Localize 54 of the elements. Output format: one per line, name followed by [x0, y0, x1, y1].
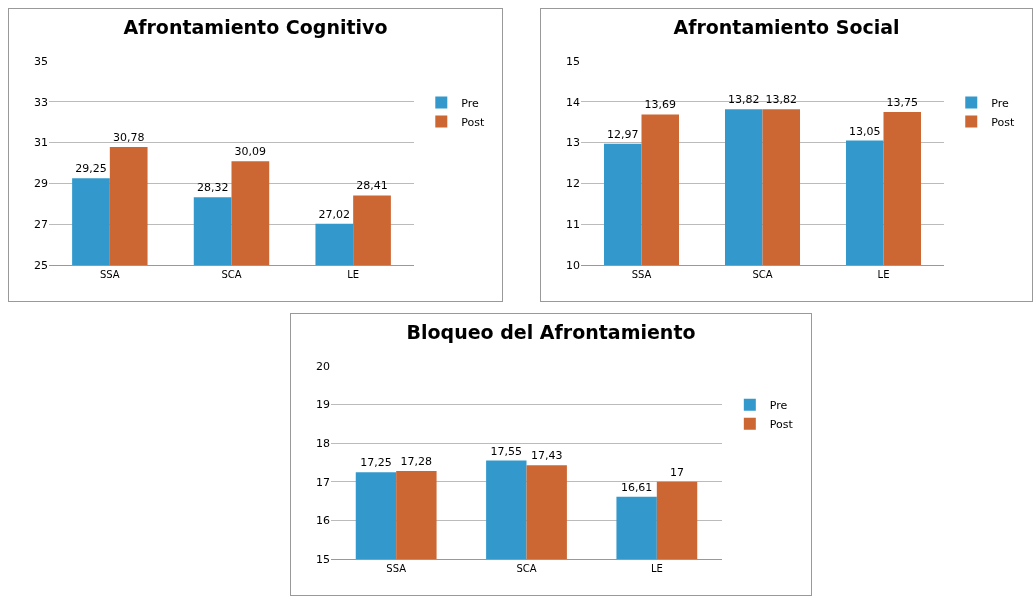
data-label: 13,82 — [765, 93, 798, 107]
x-tick-label: SSA — [386, 563, 407, 574]
x-tick-label: SCA — [516, 563, 537, 574]
data-label: 17,28 — [400, 454, 433, 468]
data-label: 29,25 — [75, 162, 107, 176]
data-label: 28,32 — [196, 181, 229, 195]
data-label: 13,05 — [848, 124, 881, 138]
chart-title: Afrontamiento Cognitivo — [123, 15, 388, 38]
data-label: 28,41 — [356, 179, 388, 193]
y-tick-label: 31 — [34, 136, 48, 150]
data-label: 17 — [670, 465, 685, 479]
data-label: 13,69 — [644, 98, 677, 112]
data-label: 30,09 — [234, 145, 267, 159]
y-tick-label: 17 — [316, 475, 330, 489]
data-label: 17,43 — [530, 449, 563, 463]
y-tick-label: 10 — [566, 258, 580, 272]
legend-label: Post — [461, 115, 485, 129]
legend-label: Pre — [461, 96, 480, 110]
data-label: 27,02 — [318, 207, 351, 221]
x-tick-label: LE — [877, 269, 890, 280]
y-tick-label: 33 — [34, 95, 48, 109]
y-tick-label: 14 — [566, 95, 580, 109]
legend-label: Post — [769, 418, 794, 432]
x-tick-label: SCA — [221, 269, 242, 280]
legend-label: Pre — [769, 399, 788, 413]
data-label: 13,82 — [727, 93, 760, 107]
y-tick-label: 12 — [566, 177, 580, 191]
y-tick-label: 25 — [34, 258, 48, 272]
y-tick-label: 13 — [566, 136, 580, 150]
y-tick-label: 27 — [34, 218, 48, 232]
y-tick-label: 16 — [316, 514, 330, 528]
y-tick-label: 20 — [316, 359, 330, 373]
x-tick-label: LE — [347, 269, 360, 280]
y-tick-label: 35 — [34, 54, 48, 68]
x-tick-label: SSA — [631, 269, 652, 280]
data-label: 30,78 — [112, 131, 145, 145]
data-label: 17,25 — [360, 456, 392, 470]
legend-label: Post — [991, 115, 1015, 129]
y-tick-label: 29 — [34, 177, 48, 191]
x-tick-label: SSA — [99, 269, 120, 280]
data-label: 12,97 — [606, 127, 639, 141]
y-tick-label: 19 — [316, 398, 330, 412]
x-tick-label: SCA — [752, 269, 773, 280]
y-tick-label: 15 — [566, 54, 580, 68]
chart-title: Afrontamiento Social — [673, 15, 900, 38]
data-label: 17,55 — [490, 444, 523, 458]
data-label: 16,61 — [620, 480, 653, 494]
y-tick-label: 15 — [316, 552, 330, 566]
x-tick-label: LE — [650, 563, 663, 574]
y-tick-label: 18 — [316, 437, 330, 451]
chart-title: Bloqueo del Afrontamiento — [406, 320, 696, 343]
data-label: 13,75 — [886, 96, 919, 109]
y-tick-label: 11 — [566, 218, 580, 232]
legend-label: Pre — [991, 96, 1009, 110]
